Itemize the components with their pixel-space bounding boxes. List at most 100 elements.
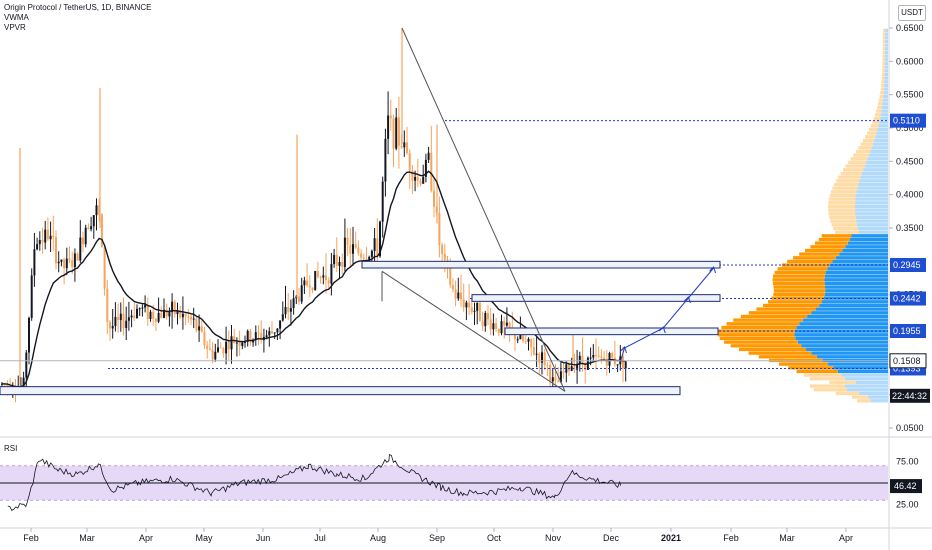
vpvr-row-down xyxy=(818,237,850,242)
vpvr-row-up xyxy=(884,72,888,77)
price-tick-label: 0.4000 xyxy=(896,190,924,200)
candle-body xyxy=(111,325,114,329)
candle-body xyxy=(411,170,414,181)
candle-body xyxy=(624,361,627,369)
vpvr-row-down xyxy=(772,274,825,278)
candle-body xyxy=(249,330,252,343)
indicator-vwma-label[interactable]: VWMA xyxy=(4,13,29,22)
candle-body xyxy=(565,364,568,373)
candle-body xyxy=(298,296,300,302)
candle-body xyxy=(160,312,163,318)
vpvr-row-down xyxy=(850,157,868,161)
rsi-line xyxy=(7,454,622,511)
candle-body xyxy=(60,259,63,262)
vpvr-row-up xyxy=(855,193,888,198)
candle-body xyxy=(314,271,317,291)
vpvr-row-up xyxy=(849,237,888,242)
vpvr-row-up xyxy=(857,186,888,190)
zone-box xyxy=(504,327,719,336)
projection-arrowhead xyxy=(684,296,691,304)
candle-body xyxy=(470,307,473,312)
candle-body xyxy=(495,323,498,329)
candle-body xyxy=(430,152,433,191)
vpvr-row-down xyxy=(829,380,856,385)
candle-body xyxy=(46,229,49,240)
vpvr-row-down xyxy=(834,182,859,187)
vpvr-row-up xyxy=(827,267,888,271)
candle-body xyxy=(109,322,111,329)
candle-body xyxy=(257,332,260,334)
vpvr-row-down xyxy=(882,69,885,73)
candle-body xyxy=(200,326,203,332)
vpvr-row-down xyxy=(882,47,886,51)
candle-body xyxy=(592,354,595,358)
vpvr-row-down xyxy=(810,245,846,249)
vpvr-row-up xyxy=(872,142,888,146)
vpvr-row-up xyxy=(837,369,888,374)
time-tick-label: Jun xyxy=(256,533,271,543)
rsi-pane xyxy=(0,454,888,511)
projection-arrowhead xyxy=(620,346,628,354)
candle-body xyxy=(481,321,484,327)
vpvr-row-down xyxy=(788,366,834,370)
candle-body xyxy=(136,308,138,319)
candle-body xyxy=(516,339,519,341)
vpvr-row-down xyxy=(872,120,880,124)
vpvr-row-up xyxy=(845,384,888,388)
candle-body xyxy=(233,336,236,344)
rsi-pane-label[interactable]: RSI xyxy=(4,444,18,453)
candle-body xyxy=(460,292,462,300)
candle-body xyxy=(473,310,476,312)
candle-body xyxy=(476,302,479,311)
candle-body xyxy=(327,280,330,284)
vpvr-row-down xyxy=(845,164,865,168)
candle-body xyxy=(187,316,190,318)
vpvr-row-down xyxy=(843,168,864,172)
vpvr-row-up xyxy=(824,292,888,297)
candle-body xyxy=(276,328,279,333)
vpvr-row-up xyxy=(824,278,888,282)
vpvr-row-down xyxy=(803,373,842,377)
price-tick-label: 0.3500 xyxy=(896,223,924,233)
candle-body xyxy=(217,347,219,352)
candle-body xyxy=(449,265,452,285)
vpvr-row-down xyxy=(793,256,836,260)
vpvr-row-up xyxy=(855,204,888,209)
vpvr-row-up xyxy=(806,347,888,352)
vpvr-row-down xyxy=(836,179,860,183)
zone-box xyxy=(0,386,681,396)
vpvr-row-up xyxy=(879,120,888,124)
candle-body xyxy=(451,284,454,290)
candle-body xyxy=(357,247,360,254)
candle-body xyxy=(192,318,195,320)
candle-body xyxy=(330,264,333,284)
vpvr-row-up xyxy=(874,138,888,143)
candle-body xyxy=(605,358,608,366)
candle-body xyxy=(22,377,25,387)
candle-body xyxy=(133,315,136,319)
time-tick-label: Dec xyxy=(603,533,620,543)
indicator-vpvr-label[interactable]: VPVR xyxy=(4,23,26,32)
candle-body xyxy=(306,280,309,286)
vpvr-row-down xyxy=(838,175,861,179)
vpvr-row-up xyxy=(835,256,888,260)
candle-body xyxy=(127,317,130,321)
vpvr-row-up xyxy=(861,171,888,176)
currency-badge[interactable]: USDT xyxy=(898,5,926,21)
candle-body xyxy=(76,253,79,261)
candle-body xyxy=(25,352,28,378)
current-price-label: 0.1508 xyxy=(893,356,921,366)
candle-body xyxy=(38,240,41,245)
candle-body xyxy=(44,229,47,243)
candle-body xyxy=(198,326,201,331)
vpvr-row-up xyxy=(855,201,888,205)
candle-body xyxy=(87,227,90,230)
level-tag xyxy=(890,258,926,272)
vpvr-row-up xyxy=(883,91,888,95)
candle-body xyxy=(352,244,354,254)
candle-body xyxy=(443,253,446,260)
candle-body xyxy=(141,307,144,309)
candle-body xyxy=(381,181,384,222)
vpvr-row-down xyxy=(787,259,833,264)
